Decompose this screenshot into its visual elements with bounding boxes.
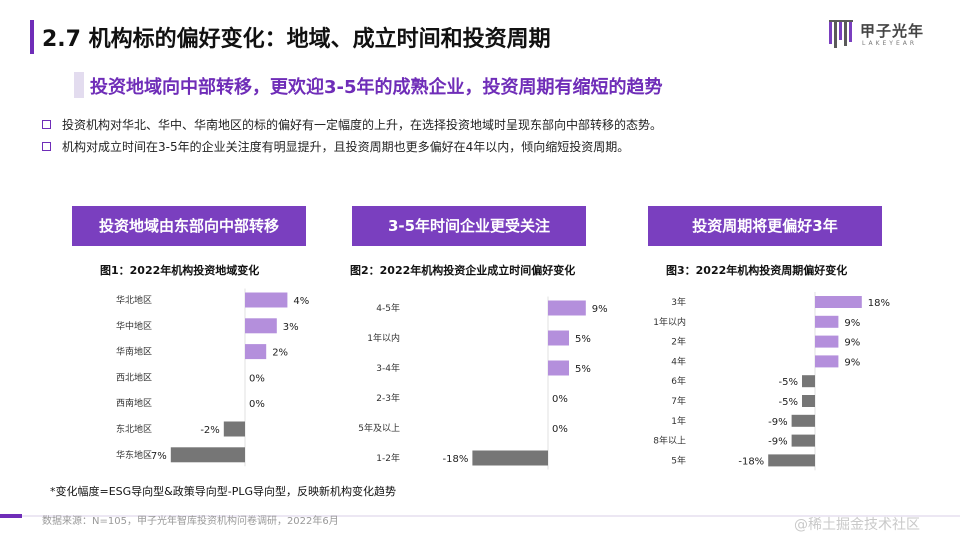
panel-heading-investment-cycle: 投资周期将更偏好3年 (648, 206, 882, 246)
footnote: *变化幅度=ESG导向型&政策导向型-PLG导向型，反映新机构变化趋势 (50, 485, 397, 498)
bar (815, 355, 839, 368)
data-label: -9% (768, 437, 787, 448)
bullet-list: 投资机构对华北、华中、华南地区的标的偏好有一定幅度的上升，在选择投资地域时呈现东… (40, 114, 662, 158)
category-label: 1年以内 (367, 332, 400, 344)
brand-logo-text: 甲子光年 (860, 22, 925, 40)
category-label: 3-4年 (376, 362, 400, 374)
panel-heading-region: 投资地域由东部向中部转移 (72, 206, 306, 246)
bar (815, 315, 839, 328)
category-label: 4年 (671, 355, 686, 367)
bar (815, 335, 839, 348)
chart-title: 图1：2022年机构投资地域变化 (100, 263, 259, 277)
bar (245, 292, 288, 308)
chart-title: 图3：2022年机构投资周期偏好变化 (666, 263, 847, 277)
bar (472, 450, 548, 466)
data-label: -7% (147, 451, 166, 462)
data-label: 9% (592, 304, 608, 315)
data-label: 2% (272, 348, 288, 359)
category-label: 华中地区 (116, 320, 152, 332)
data-source: 数据来源：N=105，甲子光年智库投资机构问卷调研，2022年6月 (42, 516, 339, 527)
panel-heading-founding-time: 3-5年时间企业更受关注 (352, 206, 586, 246)
bar (548, 300, 586, 316)
category-label: 8年以上 (653, 435, 686, 447)
bar (245, 344, 267, 360)
bar (548, 330, 569, 346)
data-label: 0% (552, 424, 568, 435)
bar (791, 434, 815, 447)
bar (802, 375, 815, 388)
bar (170, 447, 245, 463)
data-label: -9% (768, 417, 787, 428)
bar (802, 395, 815, 407)
data-label: -5% (779, 397, 798, 408)
category-label: 5年 (671, 454, 686, 466)
bullet-text: 投资机构对华北、华中、华南地区的标的偏好有一定幅度的上升，在选择投资地域时呈现东… (62, 118, 663, 132)
page-title: 2.7 机构标的偏好变化：地域、成立时间和投资周期 (42, 27, 551, 52)
bullet-text: 机构对成立时间在3-5年的企业关注度有明显提升，且投资周期也更多偏好在4年以内，… (62, 140, 630, 154)
data-label: 3% (283, 322, 299, 333)
data-label: -18% (443, 454, 469, 465)
category-label: 1年 (671, 415, 686, 427)
footer-divider (0, 515, 960, 517)
category-label: 华北地区 (116, 294, 152, 306)
bar (768, 454, 815, 467)
category-label: 6年 (671, 375, 686, 387)
watermark-text: @稀土掘金技术社区 (794, 517, 920, 533)
category-label: 2年 (671, 336, 686, 348)
category-label: 7年 (671, 395, 686, 407)
data-label: -18% (738, 456, 764, 467)
bar (791, 414, 815, 427)
bar (245, 318, 277, 334)
bullet-item: 投资机构对华北、华中、华南地区的标的偏好有一定幅度的上升，在选择投资地域时呈现东… (40, 114, 662, 136)
category-label: 3年 (671, 296, 686, 308)
title-accent-bar (30, 20, 34, 54)
footer-accent (0, 514, 22, 518)
category-label: 2-3年 (376, 392, 400, 404)
category-label: 东北地区 (116, 423, 152, 435)
data-label: 9% (844, 318, 860, 329)
category-label: 1-2年 (376, 452, 400, 464)
data-label: 9% (844, 357, 860, 368)
founding-time-change-chart: 图2：2022年机构投资企业成立时间偏好变化 4-5年 9% 1年以内 5% 3-4年 5%… (350, 263, 608, 470)
data-label: 0% (249, 399, 265, 410)
category-label: 华东地区 (116, 449, 152, 461)
category-label: 西北地区 (116, 371, 152, 383)
bullet-square-icon (42, 142, 51, 151)
bullet-item: 机构对成立时间在3-5年的企业关注度有明显提升，且投资周期也更多偏好在4年以内，… (40, 136, 662, 158)
investment-cycle-change-chart: 图3：2022年机构投资周期偏好变化 3年 18% 1年以内 9% 2年 9% 4年 9% 6年 -… (653, 263, 890, 471)
bar (548, 360, 569, 376)
data-label: 18% (868, 298, 890, 309)
bar (815, 296, 862, 308)
brand-logo-icon (829, 20, 853, 48)
bar (223, 421, 245, 437)
data-label: -2% (200, 425, 219, 436)
data-label: 5% (575, 364, 591, 375)
bullet-square-icon (42, 120, 51, 129)
data-label: 5% (575, 334, 591, 345)
brand-logo-subtext: LAKEYEAR (862, 40, 918, 47)
subtitle-accent (74, 72, 84, 98)
category-label: 1年以内 (653, 316, 686, 328)
data-label: 9% (844, 338, 860, 349)
chart-title: 图2：2022年机构投资企业成立时间偏好变化 (350, 263, 575, 277)
category-label: 4-5年 (376, 302, 400, 314)
subtitle: 投资地域向中部转移，更欢迎3-5年的成熟企业，投资周期有缩短的趋势 (90, 77, 663, 98)
brand-logo: 甲子光年 LAKEYEAR (828, 18, 938, 52)
category-label: 5年及以上 (358, 422, 400, 434)
data-label: 0% (552, 394, 568, 405)
data-label: 0% (249, 373, 265, 384)
category-label: 西南地区 (116, 397, 152, 409)
category-label: 华南地区 (116, 346, 152, 358)
data-label: -5% (779, 377, 798, 388)
data-label: 4% (293, 296, 309, 307)
